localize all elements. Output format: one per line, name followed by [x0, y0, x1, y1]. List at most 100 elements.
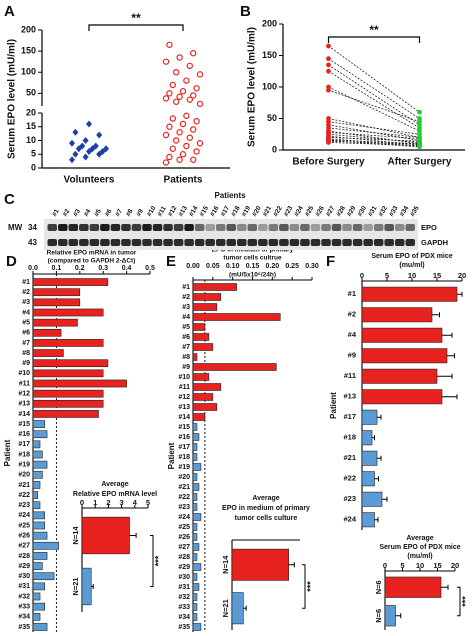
bar	[81, 516, 130, 555]
category-label: #22	[343, 474, 356, 483]
bar	[192, 343, 214, 351]
y-tick-label: 5	[31, 149, 36, 159]
data-point	[69, 139, 75, 147]
category-label: #31	[178, 584, 190, 591]
data-point	[172, 69, 180, 76]
lane-label: #8	[125, 208, 135, 218]
lane-label: #19	[241, 205, 253, 218]
mw-marker: 34	[28, 223, 37, 232]
y-axis-label: Serum EPO level (mU/ml)	[247, 27, 258, 147]
lane-label: #29	[346, 205, 358, 218]
bar	[361, 307, 433, 323]
bar	[81, 567, 92, 606]
blot-band	[58, 224, 68, 231]
category-label: #2	[348, 310, 356, 319]
lane-label: #1	[51, 208, 61, 218]
data-point	[166, 153, 173, 161]
y-tick-label: 0	[272, 144, 277, 154]
category-label: #30	[18, 573, 30, 580]
x-tick-label: 10	[416, 561, 424, 570]
blot-band	[384, 239, 394, 246]
data-point	[186, 134, 193, 141]
bar	[192, 523, 198, 531]
bar	[192, 483, 200, 491]
bar	[32, 430, 48, 439]
category-label: #17	[343, 412, 356, 421]
blot-band	[394, 239, 405, 246]
category-label: #33	[178, 604, 190, 611]
data-point	[326, 43, 331, 49]
category-label: #5	[182, 324, 190, 331]
bar	[361, 430, 373, 446]
bar	[192, 463, 202, 471]
blot-band	[300, 239, 310, 246]
y-tick-label: 100	[21, 67, 36, 77]
bar	[192, 593, 198, 601]
blot-band	[163, 239, 173, 246]
category-label: N=6	[374, 609, 383, 623]
data-point	[79, 142, 86, 150]
x-tick-label: 0.0	[28, 265, 38, 272]
data-point	[72, 150, 79, 158]
y-tick-label: 200	[21, 24, 36, 34]
data-point	[69, 156, 75, 164]
category-label: #34	[18, 614, 30, 621]
lane-label: #9	[135, 208, 145, 218]
blot-band	[173, 224, 184, 231]
chart-title: Relative EPO mRNA level	[73, 491, 157, 498]
lane-label: #30	[357, 205, 369, 218]
bar	[361, 471, 375, 487]
blot-band	[194, 224, 205, 231]
category-label: #27	[18, 543, 30, 550]
x-tick-label: 0.1	[52, 265, 62, 272]
error-bar	[395, 613, 402, 619]
blot-band	[342, 224, 352, 231]
significance-bracket	[457, 586, 461, 617]
category-label: #11	[19, 380, 30, 387]
data-point	[162, 58, 170, 65]
lane-label: #23	[283, 205, 295, 218]
data-point	[183, 142, 190, 150]
category-label: #23	[178, 504, 190, 511]
bar	[32, 592, 41, 601]
error-bar	[442, 332, 453, 338]
category-label: #26	[178, 534, 190, 541]
bar	[192, 453, 198, 461]
data-point	[183, 77, 190, 84]
data-point	[92, 142, 99, 150]
data-point	[196, 100, 204, 108]
category-label: #21	[178, 484, 190, 491]
category-label: #9	[348, 351, 356, 360]
blot-band	[215, 239, 226, 246]
data-point	[179, 120, 187, 128]
blot-band	[405, 224, 415, 231]
significance-label: ***	[460, 596, 470, 607]
bar	[32, 298, 81, 307]
category-label: #1	[22, 279, 30, 286]
chart-title: Serum EPO of PDX mice	[379, 544, 460, 551]
lane-label: #6	[104, 208, 114, 218]
panel-letter: D	[6, 253, 17, 270]
data-point	[189, 126, 197, 133]
x-tick-label: 0.30	[305, 263, 319, 270]
category-label: #30	[178, 574, 190, 581]
category-label: #4	[22, 309, 30, 316]
category-label: #3	[182, 304, 190, 311]
x-tick-label: 15	[433, 271, 441, 280]
y-axis-label: Patient	[3, 439, 12, 466]
lane-label: #18	[230, 205, 242, 218]
bar	[192, 403, 218, 411]
bar	[32, 562, 43, 570]
chart-title: EPO in medium of primary	[212, 247, 294, 254]
error-bar	[129, 533, 137, 538]
category-label: #9	[22, 360, 30, 367]
lane-label: #32	[378, 205, 390, 218]
bar	[32, 491, 38, 499]
data-point	[179, 88, 187, 95]
y-tick-label: 100	[262, 81, 277, 91]
x-tick-label: 0.25	[285, 263, 299, 270]
bar	[32, 440, 41, 449]
y-tick-label: 10	[26, 135, 36, 145]
y-tick-label: 20	[26, 107, 36, 117]
blot-band	[373, 224, 384, 231]
